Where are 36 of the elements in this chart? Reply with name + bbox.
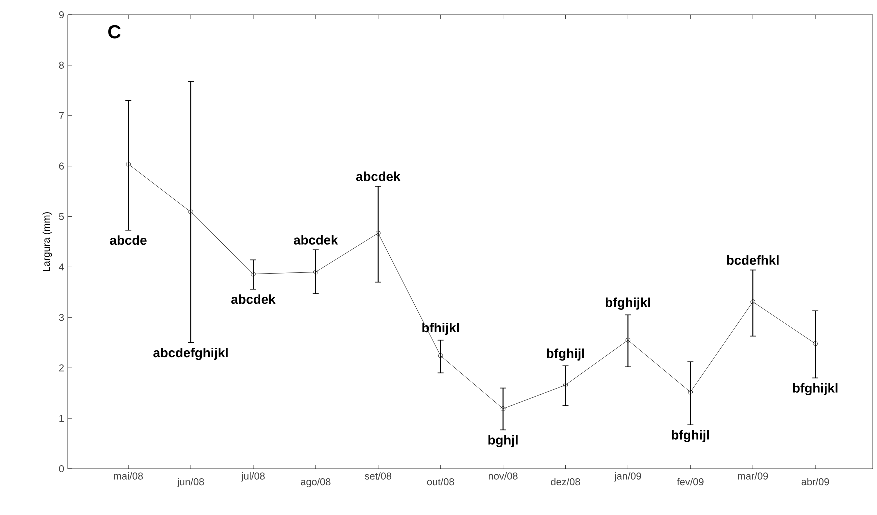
annotation: C — [108, 25, 121, 39]
y-tick-label: 2 — [59, 364, 64, 372]
x-tick-label: fev/09 — [677, 478, 704, 486]
y-tick-label: 8 — [59, 62, 64, 69]
y-tick-label: 1 — [60, 415, 64, 422]
y-tick-label: 7 — [59, 112, 64, 120]
y-tick-label: 4 — [59, 264, 64, 271]
x-tick-label: jul/08 — [241, 472, 265, 482]
annotation: bfghijkl — [606, 298, 650, 310]
annotation: bghjl — [488, 435, 518, 448]
x-tick-label: nov/08 — [488, 472, 518, 480]
annotation: bfghijl — [547, 348, 584, 361]
y-axis-title: Largura (mm) — [42, 212, 52, 272]
y-tick-label: 0 — [59, 465, 64, 473]
y-tick-label: 3 — [59, 314, 64, 322]
annotation: bfghijkl — [793, 383, 838, 396]
annotation: bcdefhkl — [727, 256, 779, 266]
x-tick-label: jun/08 — [177, 478, 204, 488]
annotation: abcdefghijkl — [154, 348, 228, 360]
annotation: bfhijkl — [422, 323, 459, 336]
x-tick-label: mar/09 — [738, 472, 768, 480]
y-tick-label: 9 — [59, 11, 64, 19]
y-tick-label: 5 — [59, 213, 64, 220]
x-tick-label: dez/08 — [551, 478, 580, 486]
x-tick-label: abr/09 — [802, 478, 830, 486]
annotation: abcdek — [232, 294, 276, 304]
annotation: abcde — [110, 236, 147, 246]
annotation: bfghijl — [672, 430, 710, 442]
annotation: abcdek — [356, 172, 401, 182]
x-tick-label: set/08 — [365, 472, 392, 480]
annotation: abcdek — [294, 235, 338, 245]
x-tick-label: jan/09 — [614, 472, 642, 482]
y-tick-label: 6 — [59, 162, 64, 170]
x-tick-label: out/08 — [427, 478, 454, 486]
x-tick-label: mai/08 — [114, 472, 144, 480]
x-tick-label: ago/08 — [301, 478, 331, 488]
